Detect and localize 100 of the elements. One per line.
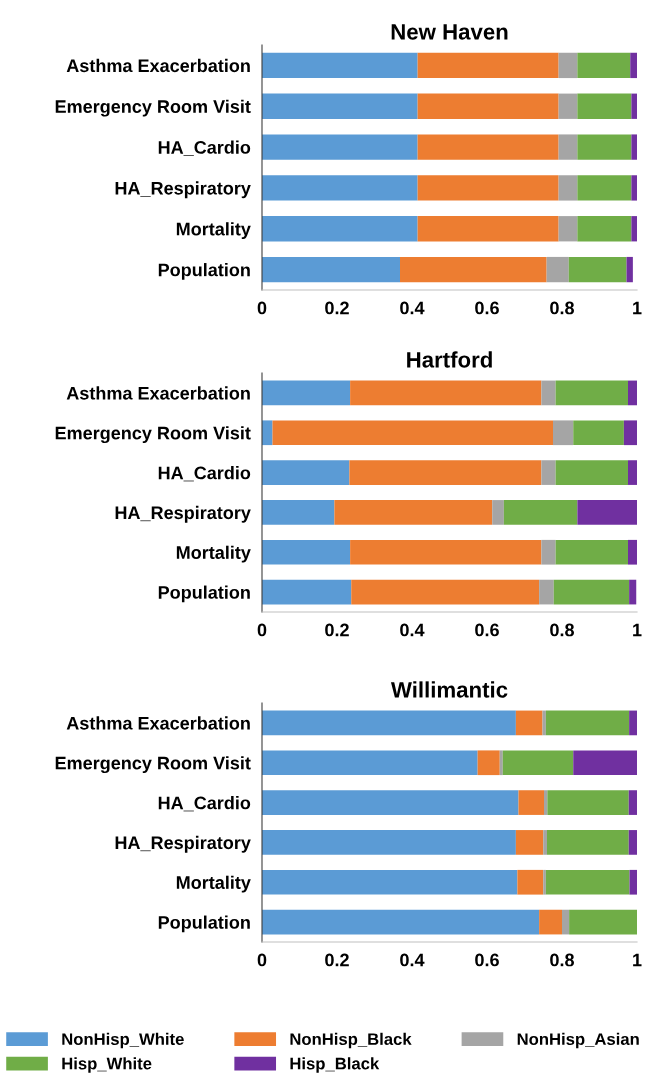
bar: [629, 710, 637, 736]
x-tick-label: 0.6: [475, 623, 499, 637]
x-tick-label: 0.8: [550, 301, 574, 315]
y-tick-label: Mortality: [176, 875, 251, 893]
bar: [546, 256, 569, 283]
bar: [262, 134, 418, 160]
y-tick-label: Population: [158, 585, 250, 603]
bar: [262, 500, 335, 525]
bar: [573, 750, 637, 776]
x-tick-label: 0.8: [550, 953, 574, 967]
x-tick-label: 0.4: [400, 623, 425, 637]
bar: [351, 579, 540, 605]
bar: [262, 175, 418, 201]
x-tick-label: 1: [633, 623, 642, 637]
bar: [628, 380, 637, 406]
bar: [558, 216, 578, 242]
bar: [349, 460, 542, 485]
bar: [262, 830, 516, 855]
bar: [553, 579, 630, 605]
bar: [334, 500, 493, 525]
bar: [262, 579, 352, 605]
bar: [555, 380, 628, 406]
y-tick-label: HA_Respiratory: [115, 181, 251, 199]
bar: [628, 790, 637, 815]
bar: [558, 134, 578, 160]
legend-label: NonHisp_Black: [290, 1032, 412, 1049]
bar: [577, 500, 637, 525]
bar: [515, 830, 544, 855]
bar: [628, 830, 637, 855]
y-tick-label: HA_Cardio: [158, 140, 251, 156]
x-tick-label: 0: [257, 953, 267, 967]
bar: [517, 869, 544, 895]
legend-label: NonHisp_Asian: [517, 1032, 639, 1049]
bar: [558, 93, 578, 119]
legend-label: Hisp_Black: [290, 1057, 380, 1073]
chart-title: New Haven: [391, 24, 508, 40]
bar: [630, 52, 637, 79]
bar: [545, 710, 630, 736]
bar: [539, 909, 562, 935]
bar: [262, 710, 516, 736]
y-tick-label: Asthma Exacerbation: [66, 58, 250, 73]
bar: [547, 830, 629, 855]
bar: [623, 420, 637, 446]
bar: [544, 790, 548, 815]
bar: [558, 175, 578, 201]
bar: [262, 93, 418, 119]
bar: [562, 909, 570, 935]
x-tick-label: 0.2: [325, 623, 349, 637]
bar: [541, 380, 556, 406]
bar: [553, 420, 574, 446]
bar: [262, 539, 351, 565]
bar: [631, 134, 637, 160]
y-tick-label: Emergency Room Visit: [55, 99, 251, 117]
bar: [350, 539, 542, 565]
x-tick-label: 0.4: [400, 953, 425, 967]
bar: [629, 869, 637, 895]
x-tick-label: 1: [633, 301, 642, 315]
bar: [492, 500, 504, 525]
bar: [543, 869, 546, 895]
bar: [541, 460, 556, 485]
bar: [350, 380, 542, 406]
bar: [573, 420, 624, 446]
bar: [631, 93, 637, 119]
bar: [515, 710, 543, 736]
y-tick-label: Population: [158, 915, 250, 933]
bar: [568, 256, 627, 283]
bar: [262, 380, 351, 406]
bar: [477, 750, 500, 776]
x-tick-label: 0.2: [325, 301, 349, 315]
bar: [539, 579, 554, 605]
bar: [499, 750, 503, 776]
chart-title: Willimantic: [390, 681, 508, 698]
y-tick-label: HA_Respiratory: [115, 505, 251, 523]
y-tick-label: HA_Cardio: [158, 796, 251, 812]
bar: [577, 93, 632, 119]
bar: [628, 539, 637, 565]
bar: [547, 790, 629, 815]
y-tick-label: HA_Respiratory: [115, 835, 251, 853]
bar: [417, 93, 559, 119]
bar: [417, 52, 559, 79]
y-tick-label: Mortality: [176, 222, 251, 240]
bar: [417, 134, 559, 160]
bar: [631, 216, 637, 242]
bar: [262, 256, 400, 283]
bar: [626, 256, 633, 283]
bar: [262, 420, 273, 446]
bar: [569, 909, 637, 935]
x-tick-label: 0.8: [550, 623, 574, 637]
bar: [262, 216, 418, 242]
bar: [558, 52, 578, 79]
y-tick-label: Emergency Room Visit: [55, 426, 251, 444]
bar: [629, 579, 637, 605]
x-tick-label: 0.6: [475, 301, 499, 315]
bar: [541, 539, 556, 565]
chart-title: Hartford: [407, 351, 492, 368]
bar: [545, 869, 630, 895]
bar: [262, 460, 350, 485]
bar: [555, 539, 628, 565]
y-tick-label: Asthma Exacerbation: [66, 716, 250, 730]
bar: [417, 175, 559, 201]
